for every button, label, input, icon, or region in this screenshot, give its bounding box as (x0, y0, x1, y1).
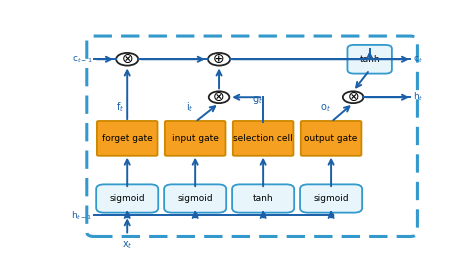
Circle shape (116, 53, 138, 65)
Circle shape (209, 91, 229, 103)
Text: selection cell: selection cell (233, 134, 293, 143)
Circle shape (208, 53, 230, 65)
Text: tanh: tanh (253, 194, 273, 203)
Text: ⊕: ⊕ (213, 52, 225, 66)
Text: ⊗: ⊗ (213, 90, 225, 104)
Text: ⊗: ⊗ (347, 90, 359, 104)
FancyBboxPatch shape (300, 184, 362, 213)
Text: h$_{t-1}$: h$_{t-1}$ (71, 209, 92, 222)
Text: h$_t$: h$_t$ (413, 91, 423, 104)
Text: x$_t$: x$_t$ (122, 240, 133, 252)
Circle shape (343, 91, 364, 103)
Text: g$_t$: g$_t$ (252, 94, 263, 106)
Text: ⊗: ⊗ (121, 52, 133, 66)
Text: sigmoid: sigmoid (313, 194, 349, 203)
Text: c$_t$: c$_t$ (413, 54, 423, 64)
Text: forget gate: forget gate (102, 134, 153, 143)
FancyBboxPatch shape (233, 121, 293, 156)
FancyBboxPatch shape (96, 184, 158, 213)
Text: tanh: tanh (359, 55, 380, 64)
Text: i$_t$: i$_t$ (186, 100, 193, 114)
Text: input gate: input gate (172, 134, 219, 143)
Text: o$_t$: o$_t$ (320, 102, 331, 114)
Text: c$_{t-1}$: c$_{t-1}$ (72, 54, 92, 64)
FancyBboxPatch shape (301, 121, 361, 156)
FancyBboxPatch shape (232, 184, 294, 213)
Text: output gate: output gate (304, 134, 358, 143)
FancyBboxPatch shape (97, 121, 157, 156)
FancyBboxPatch shape (164, 184, 226, 213)
FancyBboxPatch shape (347, 45, 392, 74)
Text: sigmoid: sigmoid (177, 194, 213, 203)
Text: sigmoid: sigmoid (109, 194, 145, 203)
FancyBboxPatch shape (165, 121, 226, 156)
Text: f$_t$: f$_t$ (117, 100, 125, 114)
